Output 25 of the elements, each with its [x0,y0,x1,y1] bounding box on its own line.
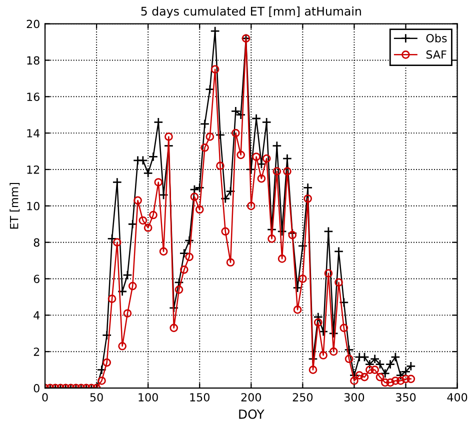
x-tick-label: 0 [42,393,48,402]
legend-label: SAF [426,50,446,59]
x-tick-label: 100 [138,393,158,402]
chart-title: 5 days cumulated ET [mm] atHumain [141,6,361,18]
x-tick-label: 150 [190,393,210,402]
x-tick-label: 400 [447,393,468,402]
y-tick-label: 2 [34,348,40,356]
x-tick-label: 350 [396,393,416,402]
x-tick-label: 250 [292,393,313,402]
x-tick-label: 50 [90,393,103,402]
y-axis-title: ET [mm] [10,183,20,229]
y-tick-label: 20 [26,20,40,28]
y-tick-label: 12 [27,165,40,174]
y-tick-label: 0 [34,384,40,392]
x-tick-label: 300 [344,393,364,402]
y-tick-label: 10 [27,202,40,210]
y-tick-label: 14 [27,129,40,138]
legend-label: Obs [426,34,447,42]
y-tick-label: 4 [34,311,40,320]
x-axis-title: DOY [239,409,264,419]
y-tick-label: 16 [27,92,40,102]
y-tick-label: 8 [34,238,40,247]
y-tick-label: 6 [34,274,40,284]
x-tick-label: 200 [241,393,262,402]
y-tick-label: 18 [27,56,40,65]
